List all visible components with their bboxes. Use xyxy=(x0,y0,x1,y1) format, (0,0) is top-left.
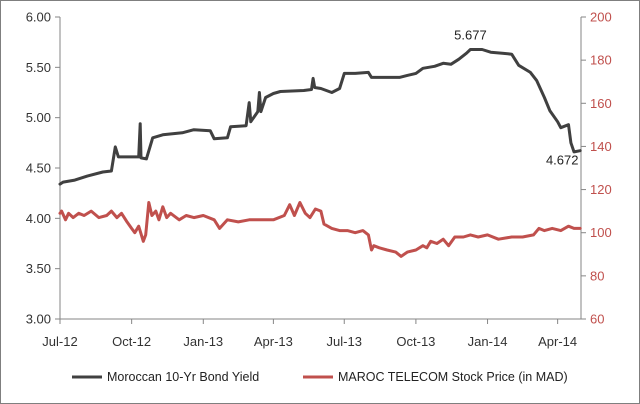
legend: Moroccan 10-Yr Bond Yield MAROC TELECOM S… xyxy=(72,370,568,384)
x-tick-label: Jan-14 xyxy=(468,334,508,349)
stock-price-line xyxy=(58,201,582,258)
left-tick-label: 4.00 xyxy=(26,211,51,226)
right-tick-label: 200 xyxy=(590,10,612,25)
right-tick-label: 120 xyxy=(590,182,612,197)
data-label: 5.677 xyxy=(454,28,487,43)
bond-yield-line xyxy=(58,48,582,186)
left-tick-label: 3.00 xyxy=(26,312,51,327)
x-tick-label: Jul-12 xyxy=(42,334,77,349)
right-tick-label: 180 xyxy=(590,53,612,68)
x-tick-label: Jan-13 xyxy=(183,334,223,349)
legend-label-stock-price: MAROC TELECOM Stock Price (in MAD) xyxy=(338,370,568,384)
right-tick-label: 160 xyxy=(590,96,612,111)
plot-area xyxy=(58,48,582,258)
x-tick-label: Oct-13 xyxy=(396,334,435,349)
left-tick-label: 5.00 xyxy=(26,110,51,125)
left-tick-label: 4.50 xyxy=(26,161,51,176)
left-tick-label: 3.50 xyxy=(26,261,51,276)
right-tick-label: 140 xyxy=(590,139,612,154)
right-tick-label: 60 xyxy=(590,312,604,327)
right-tick-label: 80 xyxy=(590,268,604,283)
left-tick-label: 5.50 xyxy=(26,60,51,75)
x-tick-label: Apr-13 xyxy=(254,334,293,349)
axes: 3.00 3.50 4.00 4.50 5.00 5.50 6.00 60 80 100 120 14… xyxy=(26,10,612,350)
annotations: 5.677 4.672 xyxy=(454,28,578,168)
data-label: 4.672 xyxy=(546,153,579,168)
x-tick-label: Apr-14 xyxy=(538,334,577,349)
x-tick-label: Jul-13 xyxy=(327,334,362,349)
right-tick-label: 100 xyxy=(590,225,612,240)
x-tick-label: Oct-12 xyxy=(112,334,151,349)
legend-label-bond-yield: Moroccan 10-Yr Bond Yield xyxy=(107,370,259,384)
left-tick-label: 6.00 xyxy=(26,10,51,25)
